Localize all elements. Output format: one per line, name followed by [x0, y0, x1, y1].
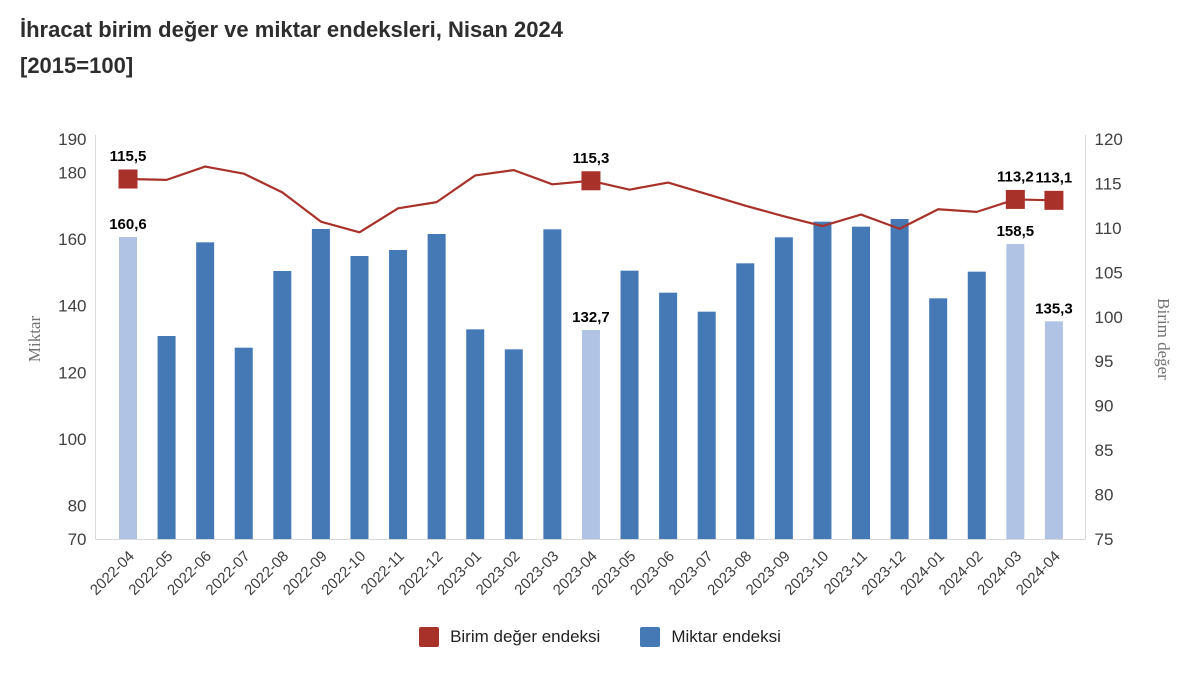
right-axis-tick-90: 90 — [1095, 397, 1114, 416]
bar-value-label-2024-03: 158,5 — [997, 223, 1035, 240]
bar-2022-07[interactable] — [234, 347, 253, 539]
right-axis-tick-80: 80 — [1095, 486, 1114, 505]
legend-label-miktar-endeksi: Miktar endeksi — [671, 627, 781, 646]
left-axis-tick-180: 180 — [58, 163, 86, 182]
bar-2023-06[interactable] — [659, 292, 678, 539]
bar-value-label-2023-04: 132,7 — [572, 309, 610, 326]
bar-2022-12[interactable] — [427, 234, 446, 539]
bar-2022-05[interactable] — [157, 336, 176, 539]
bar-2023-07[interactable] — [697, 311, 716, 539]
legend-label-birim-deger-endeksi: Birim değer endeksi — [450, 627, 601, 646]
left-axis-tick-100: 100 — [58, 430, 86, 449]
bar-2022-08[interactable] — [273, 271, 292, 539]
line-value-label-2023-04: 115,3 — [573, 150, 610, 167]
right-axis-tick-95: 95 — [1095, 352, 1114, 371]
left-axis-tick-140: 140 — [58, 297, 86, 316]
bar-value-label-2022-04: 160,6 — [109, 216, 147, 233]
unit-value-marker-2022-04[interactable] — [118, 169, 138, 189]
chart-title: İhracat birim değer ve miktar endeksleri… — [20, 12, 563, 84]
bar-2022-04[interactable] — [119, 237, 137, 539]
right-axis-tick-120: 120 — [1095, 130, 1123, 149]
bar-2023-09[interactable] — [774, 237, 793, 540]
right-axis-tick-100: 100 — [1095, 308, 1123, 327]
chart-legend: Birim değer endeksi Miktar endeksi — [0, 627, 1200, 647]
chart-title-line1: İhracat birim değer ve miktar endeksleri… — [20, 17, 563, 42]
left-axis-tick-120: 120 — [58, 363, 86, 382]
bar-2023-12[interactable] — [890, 219, 909, 539]
bar-2022-11[interactable] — [389, 250, 408, 539]
bar-2024-04[interactable] — [1044, 321, 1063, 539]
bar-value-label-2024-04: 135,3 — [1035, 300, 1073, 317]
right-axis-title: Birim değer — [1154, 298, 1173, 380]
legend-item-birim-deger-endeksi[interactable]: Birim değer endeksi — [419, 627, 600, 647]
bar-2023-11[interactable] — [852, 226, 871, 539]
right-axis-tick-85: 85 — [1095, 441, 1114, 460]
bar-2023-04[interactable] — [581, 330, 600, 539]
left-axis-tick-70: 70 — [68, 530, 87, 549]
unit-value-marker-2024-04[interactable] — [1044, 190, 1064, 210]
chart-title-line2: [2015=100] — [20, 53, 134, 78]
unit-value-marker-2024-03[interactable] — [1005, 189, 1025, 209]
legend-item-miktar-endeksi[interactable]: Miktar endeksi — [640, 627, 781, 647]
left-axis-tick-190: 190 — [58, 130, 86, 149]
legend-swatch-blue-icon — [640, 627, 661, 647]
right-axis-tick-110: 110 — [1095, 219, 1122, 238]
line-value-label-2024-03: 113,2 — [997, 168, 1034, 185]
bar-2022-09[interactable] — [311, 229, 330, 539]
bar-2023-10[interactable] — [813, 221, 832, 539]
line-value-label-2022-04: 115,5 — [110, 148, 147, 165]
unit-value-marker-2023-04[interactable] — [581, 171, 601, 191]
bar-2023-02[interactable] — [504, 349, 523, 539]
left-axis-title: Miktar — [25, 316, 44, 363]
bar-2023-01[interactable] — [466, 329, 485, 539]
line-value-label-2024-04: 113,1 — [1036, 169, 1073, 186]
right-axis-tick-115: 115 — [1095, 174, 1122, 193]
right-axis-tick-75: 75 — [1095, 530, 1114, 549]
bar-2024-03[interactable] — [1006, 244, 1025, 539]
left-axis-tick-160: 160 — [58, 230, 86, 249]
legend-swatch-red-icon — [419, 627, 440, 647]
bar-2022-10[interactable] — [350, 256, 369, 539]
right-axis-tick-105: 105 — [1095, 263, 1123, 282]
bar-2024-02[interactable] — [967, 271, 986, 539]
left-axis-tick-80: 80 — [68, 497, 87, 516]
bar-2023-08[interactable] — [736, 263, 755, 539]
bar-2023-05[interactable] — [620, 270, 639, 539]
bar-2024-01[interactable] — [929, 298, 948, 539]
bar-2023-03[interactable] — [543, 229, 562, 540]
bar-2022-06[interactable] — [196, 242, 215, 540]
